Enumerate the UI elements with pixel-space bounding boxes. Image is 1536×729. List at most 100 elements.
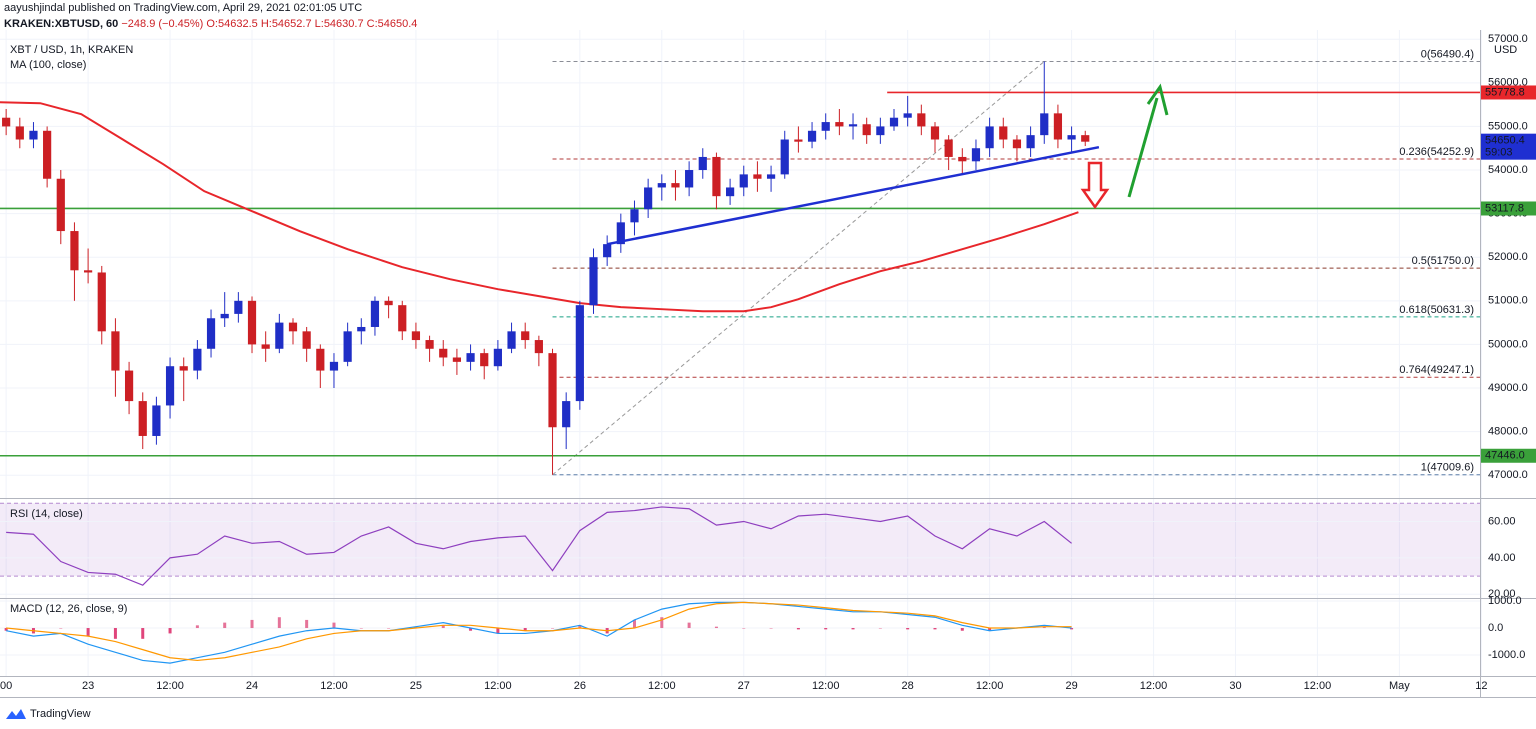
x-tick-label: 28 — [902, 680, 914, 692]
y-tick-label: 1000.0 — [1488, 595, 1522, 607]
x-tick-label: 12:00 — [320, 680, 348, 692]
candle-body — [534, 340, 543, 354]
fib-label: 1(47009.6) — [1421, 462, 1474, 474]
candle-body — [370, 300, 380, 327]
candle-body — [698, 156, 707, 171]
macd-histogram-bar — [113, 628, 117, 639]
macd-histogram-bar — [578, 625, 582, 629]
macd-line — [6, 601, 1072, 664]
price-pane: 0(56490.4) 0.236(54252.9) 0.5(51750.0) 0.61… — [0, 48, 1480, 476]
x-tick-label: 12 — [1475, 680, 1487, 692]
candle-body — [917, 113, 926, 127]
candle-body — [15, 126, 24, 140]
x-tick-label: 12:00 — [976, 680, 1004, 692]
macd-histogram-bar — [441, 625, 445, 629]
candle-body — [999, 126, 1008, 140]
y-tick-label: 50000.0 — [1488, 338, 1528, 350]
macd-histogram-bar — [86, 628, 90, 637]
macd-histogram-bar — [796, 628, 800, 630]
level-tag-label: 47446.0 — [1485, 450, 1525, 462]
y-tick-label: 49000.0 — [1488, 382, 1528, 394]
x-tick-label: 29 — [1065, 680, 1077, 692]
y-tick-label: 48000.0 — [1488, 426, 1528, 438]
countdown-label: 59:03 — [1485, 147, 1513, 159]
y-tick-label: 54000.0 — [1488, 164, 1528, 176]
macd-histogram-bar — [878, 628, 882, 629]
candle-body — [111, 331, 120, 371]
publish-line: aayushjindal published on TradingView.co… — [4, 2, 362, 14]
candle-body — [56, 178, 65, 232]
macd-histogram-bar — [305, 619, 309, 629]
candle-body — [384, 300, 393, 306]
macd-histogram-bar — [851, 628, 855, 630]
fib-label: 0(56490.4) — [1421, 48, 1474, 60]
level-tag — [1481, 85, 1536, 100]
candle-body — [685, 170, 694, 188]
signal-line — [6, 601, 1072, 662]
x-tick-label: 12:00 — [156, 680, 184, 692]
macd-histogram-bar — [632, 619, 636, 629]
candle-body — [766, 174, 776, 179]
candle-body — [193, 348, 202, 371]
axes: 00 23 12:00 24 12:00 25 12:00 26 12:00 27 12:00 28 1… — [0, 33, 1536, 692]
x-tick-label: 12:00 — [1304, 680, 1332, 692]
up-arrow-head — [1146, 83, 1169, 116]
level-tag-label: 55778.8 — [1485, 86, 1525, 98]
rsi-line — [6, 506, 1072, 586]
y-tick-label: 52000.0 — [1488, 251, 1528, 263]
candle-body — [507, 331, 516, 349]
candle-body — [630, 209, 639, 223]
macd-histogram-bar — [769, 628, 773, 629]
ohlc: L:54630.7 — [315, 18, 364, 30]
candle-body — [521, 331, 530, 341]
candle-body — [165, 366, 175, 406]
candle-body — [835, 122, 844, 127]
x-tick-label: 23 — [82, 680, 94, 692]
x-tick-label: 27 — [738, 680, 750, 692]
candle-body — [206, 318, 216, 349]
macd-histogram-bar — [359, 628, 363, 629]
candle-body — [889, 117, 899, 127]
candle-body — [780, 139, 789, 175]
macd-histogram-bar — [824, 628, 828, 630]
chart-title: XBT / USD, 1h, KRAKEN — [10, 44, 133, 56]
macd-histogram-bar — [1070, 628, 1074, 630]
macd-histogram-bar — [332, 622, 336, 629]
level-tag-label: 53117.8 — [1485, 202, 1524, 214]
x-tick-label: 12:00 — [648, 680, 676, 692]
macd-histogram-bar — [168, 628, 172, 634]
macd-histogram-bar — [988, 628, 992, 631]
y-tick-label: 60.00 — [1488, 515, 1516, 527]
candle-body — [43, 130, 52, 179]
x-tick-label: 25 — [410, 680, 422, 692]
fib-label: 0.5(51750.0) — [1412, 255, 1474, 267]
candle-body — [179, 366, 188, 371]
candle-body — [316, 348, 325, 371]
y-tick-label: 57000.0 — [1488, 33, 1528, 45]
candle-body — [1040, 113, 1049, 136]
trend-line — [606, 145, 1100, 246]
candle-body — [84, 270, 93, 273]
macd-histogram-bar — [496, 628, 500, 634]
macd-histogram-bar — [195, 625, 199, 629]
candle-body — [398, 305, 407, 332]
candle-body — [220, 313, 229, 319]
candle-body — [657, 183, 666, 188]
candle-body — [903, 113, 912, 118]
candle-body — [411, 331, 421, 341]
candle-body — [930, 126, 940, 140]
candle-body — [753, 174, 762, 179]
candle-body — [138, 401, 147, 436]
x-tick-label: 12:00 — [1140, 680, 1168, 692]
candle-body — [480, 353, 489, 367]
candle-body — [288, 322, 298, 332]
candle-body — [944, 139, 953, 157]
candle-body — [466, 353, 475, 362]
macd-histogram-bar — [687, 622, 691, 629]
y-tick-label: 47000.0 — [1488, 469, 1528, 481]
candle-body — [343, 331, 352, 362]
up-arrow-shaft — [1127, 97, 1159, 198]
candle-body — [124, 370, 134, 402]
